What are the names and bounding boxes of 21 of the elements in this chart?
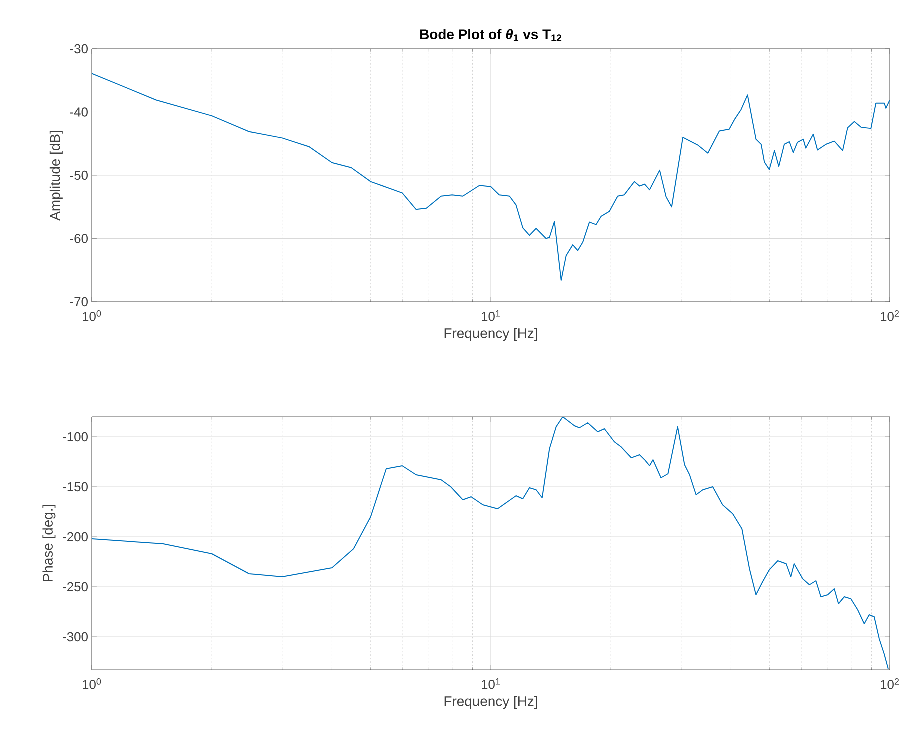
y-tick-label: -50 — [70, 170, 88, 180]
x-tick-label: 10$^{2}$ — [881, 678, 900, 690]
y-tick-label: -70 — [70, 297, 88, 307]
y-tick-label: -300 — [63, 632, 88, 642]
y-tick-label: -60 — [70, 234, 88, 244]
x-tick-label: 10$^{0}$ — [83, 678, 102, 690]
y-tick-label: -250 — [63, 582, 88, 592]
y-tick-label: -200 — [63, 532, 88, 542]
y-axis-title: Amplitude [dB] — [50, 131, 63, 221]
y-tick-label: -30 — [70, 44, 88, 54]
x-axis-title: Frequency [Hz] — [444, 328, 538, 342]
y-axis-title: Phase [deg.] — [42, 505, 56, 582]
y-tick-label: -40 — [70, 108, 88, 117]
y-tick-label: -150 — [63, 482, 88, 492]
x-tick-label: 10$^{1}$ — [482, 310, 500, 322]
chart-title: Bode Plot of θ$_{1}$ vs T$_{12}$ — [420, 29, 562, 42]
x-axis-title: Frequency [Hz] — [444, 696, 538, 710]
x-tick-label: 10$^{0}$ — [83, 310, 102, 322]
x-tick-label: 10$^{1}$ — [482, 678, 500, 690]
x-tick-label: 10$^{2}$ — [881, 310, 900, 322]
y-tick-label: -100 — [63, 432, 88, 442]
